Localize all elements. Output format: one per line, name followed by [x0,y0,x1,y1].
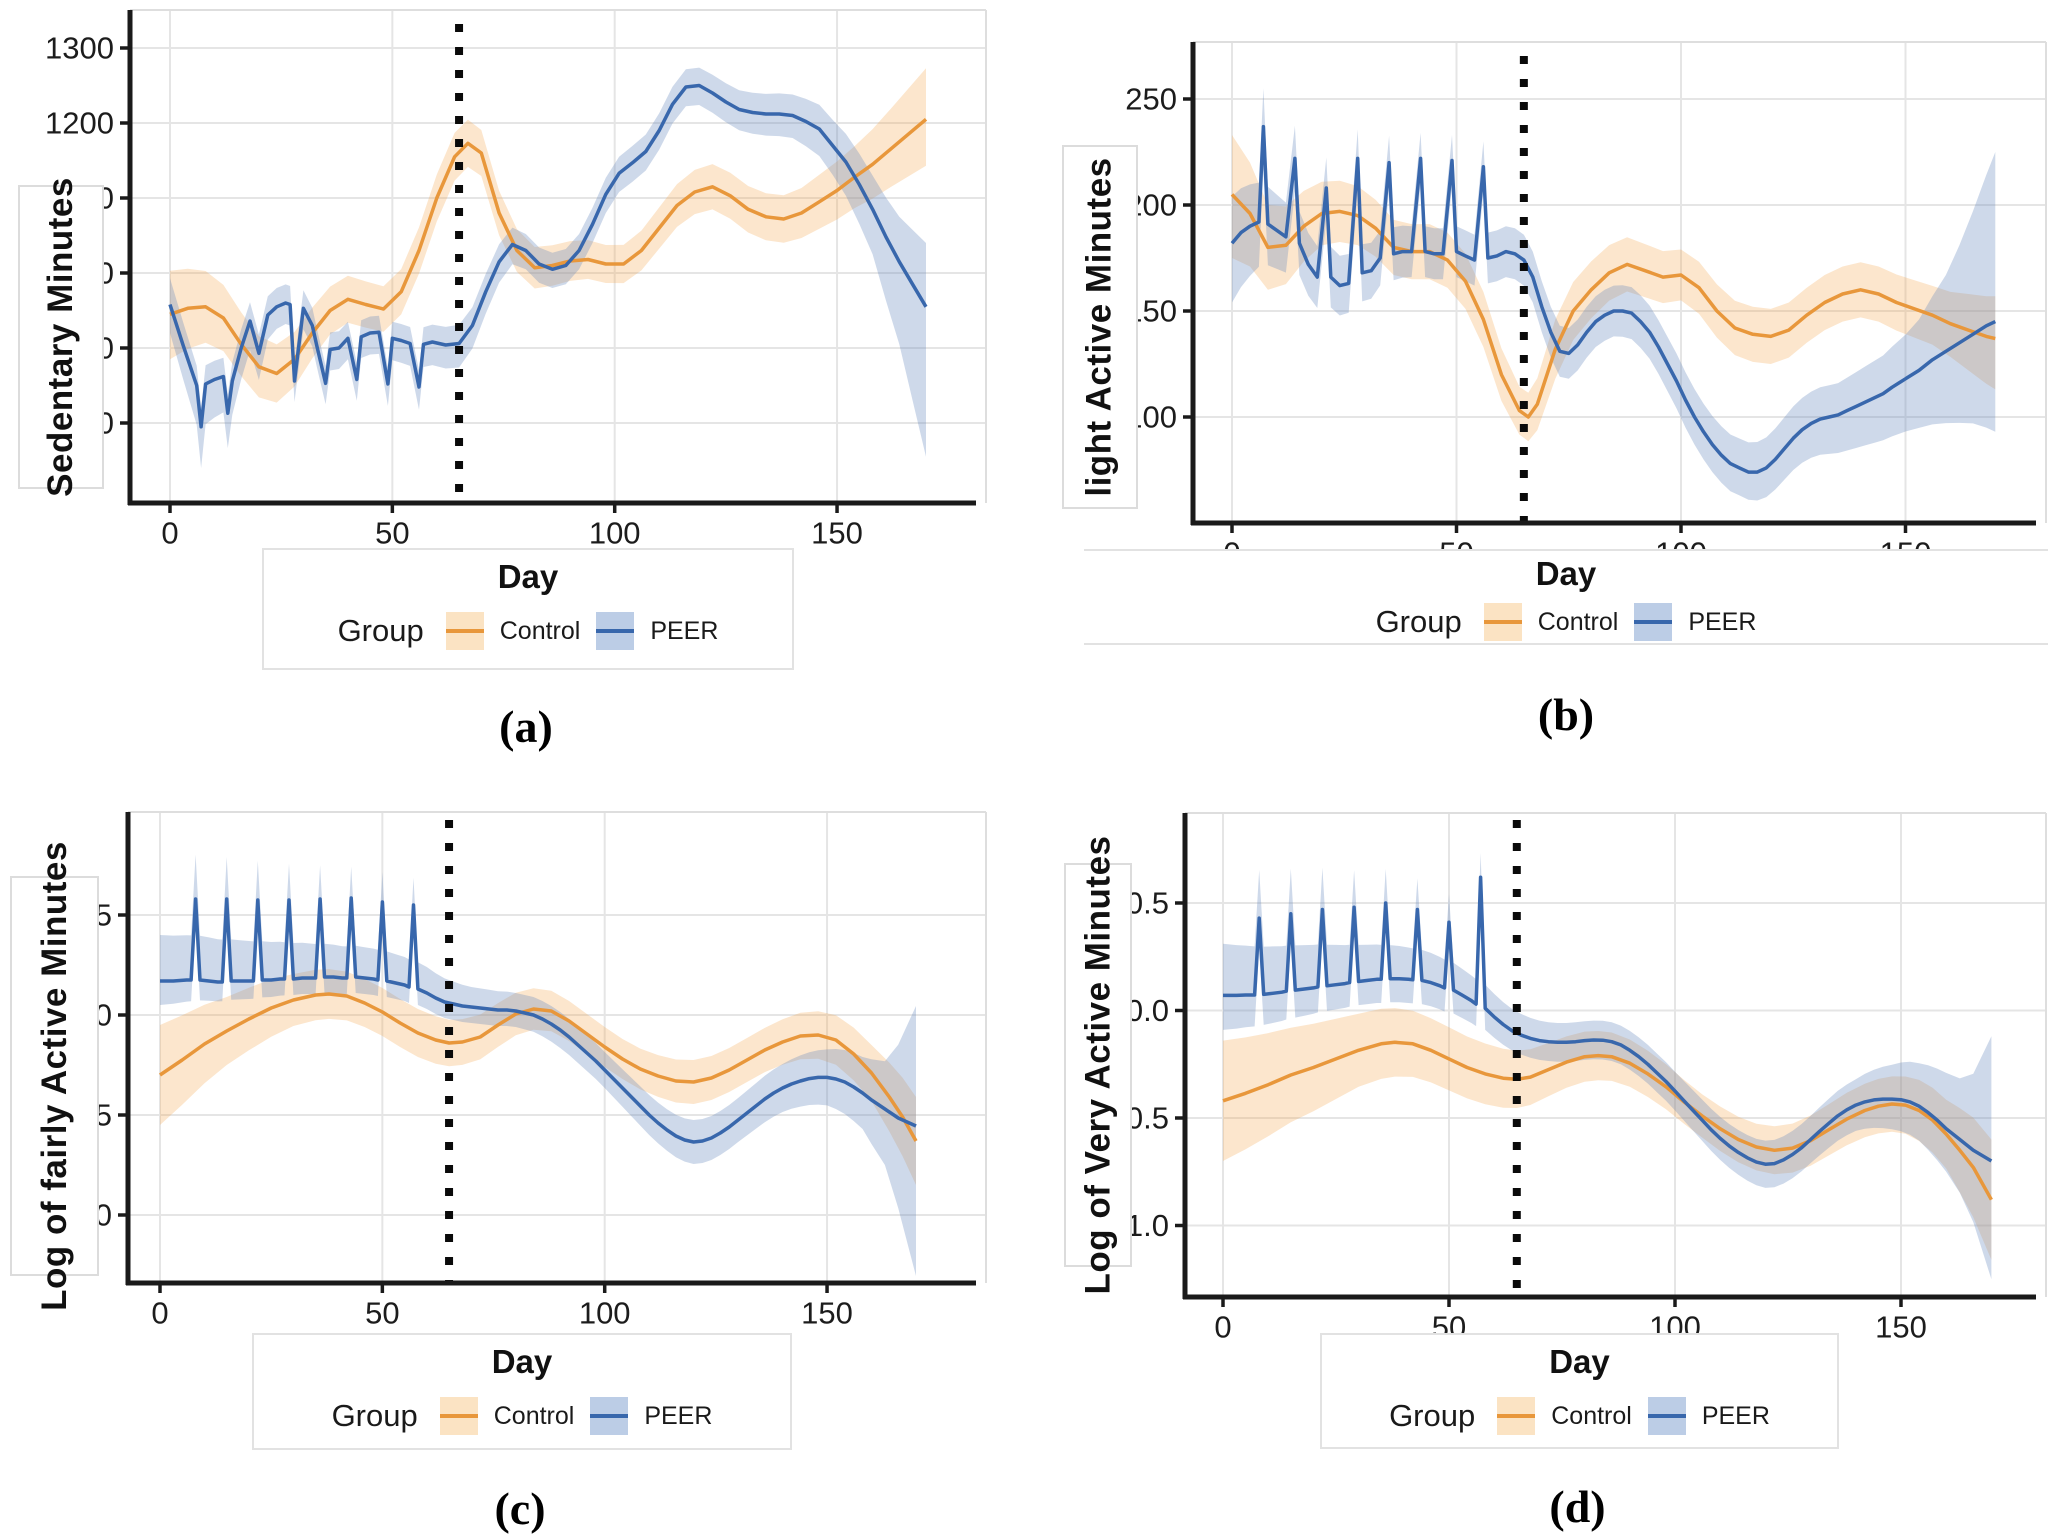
legend-label-peer: PEER [1701,1401,1770,1430]
x-tick-label: 150 [801,1295,853,1330]
legend-b: Group Control PEER [1084,603,2048,641]
legend-title: Group [331,1398,418,1433]
series-line-control [1222,1040,1993,1201]
ci-ribbon-peer [160,854,916,1276]
panel-caption-b: (b) [1537,689,1595,740]
x-axis-title-b: Day [1535,555,1597,592]
series-line-control [1230,193,1996,419]
legend-label-control: Control [499,616,581,645]
x-tick-label: 0 [151,1295,168,1330]
legend-label-control: Control [1551,1401,1632,1430]
y-axis-title-c: Log of fairly Active Minutes [34,841,74,1311]
legend-swatch-peer [596,612,635,650]
legend-swatch-peer [1634,603,1673,641]
control-line-sample [445,629,484,633]
ci-ribbon-control [1232,135,1996,442]
legend-swatch-control [1497,1397,1536,1435]
y-tick-label: 0.5 [1126,886,1169,921]
y-axis-title-box-c: Log of fairly Active Minutes [10,841,99,1311]
plot-layer [1222,853,1993,1280]
ci-ribbon-control [160,969,916,1185]
y-tick-label: 250 [1125,82,1177,117]
series-line-peer [160,896,917,1144]
peer-line-sample [596,629,635,633]
panel-caption-d: (d) [1549,1481,1606,1532]
panel-a: 0501001508009001000110012001300 Sedentar… [0,0,1024,768]
x-tick-label: 100 [589,515,641,550]
x-tick-label: 50 [375,515,409,550]
legend-box-c: Day Group Control PEER [252,1333,792,1450]
y-axis-title-a: Sedentary Minutes [41,177,81,497]
legend-box-b: Day Group Control PEER [1084,549,2048,645]
chart-canvas-d: 0 50 100 150-1.0-0.50.00.5 [1116,812,2047,1344]
x-tick-label: 150 [811,515,863,550]
series-line-control [159,992,918,1142]
plot-layer [168,67,928,468]
peer-line-sample [590,1414,629,1418]
chart-canvas-a: 0501001508009001000110012001300 [45,9,987,550]
legend-swatch-control [439,1397,478,1435]
legend-label-control: Control [1537,607,1619,636]
x-tick-label: 0 [1214,1309,1231,1344]
legend-label-peer: PEER [650,616,719,645]
series-line-peer [168,83,928,429]
x-tick-label: 0 [161,515,178,550]
peer-line-sample [1634,620,1673,624]
y-tick-label: 0.0 [1126,993,1169,1028]
peer-line-sample [1647,1414,1686,1418]
legend-box-a: Day Group Control PEER [262,548,794,670]
x-axis-title-c: Day [491,1343,553,1380]
legend-d: Group Control PEER [1322,1397,1837,1435]
panel-caption-c: (c) [494,1483,546,1534]
y-axis-title-b: light Active Minutes [1080,157,1120,497]
legend-c: Group Control PEER [254,1397,790,1435]
control-line-sample [1483,620,1522,624]
panel-b: 050100150100150200250 light Active Minut… [1024,0,2048,768]
legend-title: Group [337,613,424,648]
panel-caption-a: (a) [499,701,553,752]
y-tick-label: 1300 [45,31,114,66]
legend-label-peer: PEER [644,1401,713,1430]
plot-layer [1230,88,1997,501]
x-tick-label: 50 [365,1295,399,1330]
legend-swatch-peer [1647,1397,1686,1435]
legend-label-peer: PEER [1688,607,1757,636]
panel-d: 0 50 100 150 -1.0 -0.5 0.0 0.5 Log of Very Acti… [1024,768,2048,1536]
legend-box-d: Day Group Control PEER [1320,1333,1839,1449]
ci-ribbon-control [170,68,926,403]
ci-ribbon-control [1223,1008,1992,1260]
plot-layer [159,854,918,1276]
chart-canvas-b: 050100150100150200250 [1125,41,2047,570]
control-line-sample [439,1414,478,1418]
y-axis-title-box-d: Log of Very Active Minutes [1064,835,1132,1295]
series-line-peer [1230,124,1997,474]
legend-title: Group [1389,1398,1476,1433]
y-tick-label: 1200 [45,106,114,141]
x-tick-label: 150 [1875,1309,1927,1344]
y-axis-title-box-b: light Active Minutes [1062,145,1138,509]
y-axis-title-box-a: Sedentary Minutes [18,177,104,497]
x-axis-title-d: Day [1549,1343,1610,1380]
x-axis-title-a: Day [497,558,559,595]
legend-label-control: Control [493,1401,575,1430]
legend-title: Group [1375,604,1462,639]
legend-swatch-peer [590,1397,629,1435]
series-line-peer [1223,875,1993,1166]
control-line-sample [1497,1414,1536,1418]
legend-swatch-control [445,612,484,650]
x-tick-label: 100 [579,1295,631,1330]
y-axis-title-d: Log of Very Active Minutes [1078,835,1118,1295]
legend-a: Group Control PEER [264,612,792,650]
legend-swatch-control [1483,603,1522,641]
